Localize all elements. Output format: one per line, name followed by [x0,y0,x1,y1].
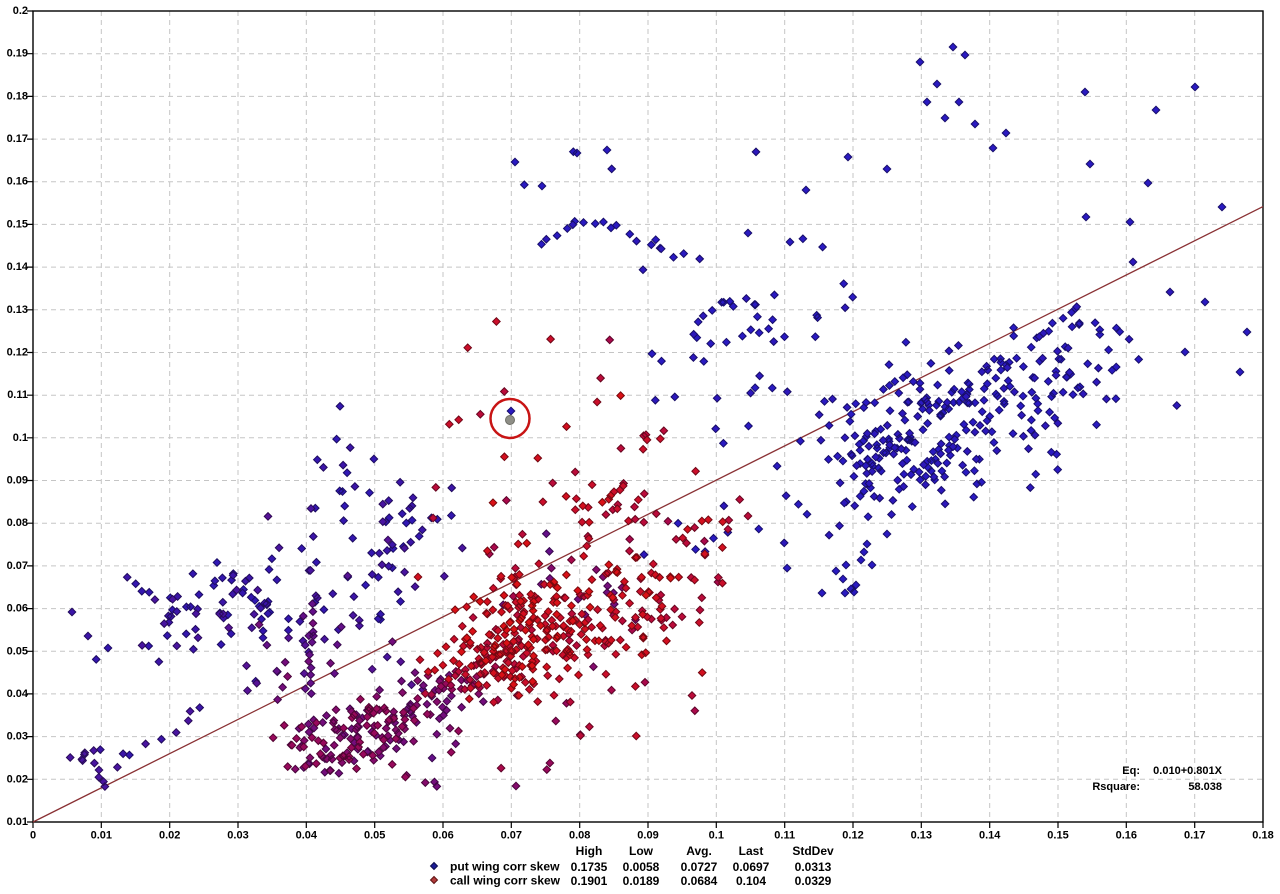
svg-text:0.15: 0.15 [7,218,28,230]
svg-text:0.18: 0.18 [1252,830,1273,842]
svg-text:0.15: 0.15 [1047,830,1068,842]
svg-text:58.038: 58.038 [1188,781,1222,793]
svg-text:0.09: 0.09 [7,475,28,487]
svg-text:0.06: 0.06 [432,830,453,842]
svg-text:0.07: 0.07 [501,830,522,842]
svg-text:0.0684: 0.0684 [681,874,718,888]
svg-text:0.05: 0.05 [364,830,385,842]
svg-text:High: High [576,844,603,858]
svg-text:0.01: 0.01 [7,816,28,828]
svg-text:0.1901: 0.1901 [571,874,608,888]
svg-text:0.02: 0.02 [7,773,28,785]
svg-text:0.14: 0.14 [979,830,1001,842]
svg-text:0.17: 0.17 [7,133,28,145]
svg-text:0.09: 0.09 [637,830,658,842]
svg-text:call wing corr skew: call wing corr skew [450,874,561,888]
svg-text:0.07: 0.07 [7,560,28,572]
svg-text:0.1: 0.1 [709,830,724,842]
svg-text:0.12: 0.12 [842,830,863,842]
svg-text:Low: Low [629,844,654,858]
svg-text:0.03: 0.03 [7,731,28,743]
svg-text:0.11: 0.11 [774,830,795,842]
svg-text:0.08: 0.08 [569,830,590,842]
svg-text:0.1: 0.1 [13,432,28,444]
svg-text:0.16: 0.16 [1116,830,1137,842]
svg-text:0.0313: 0.0313 [795,860,832,874]
svg-text:0.18: 0.18 [7,90,28,102]
svg-text:0.2: 0.2 [13,5,28,17]
svg-text:0.04: 0.04 [7,688,29,700]
svg-text:0.104: 0.104 [736,874,766,888]
svg-text:Rsquare:: Rsquare: [1092,781,1140,793]
svg-text:0.03: 0.03 [227,830,248,842]
svg-text:0: 0 [30,830,36,842]
svg-text:0.16: 0.16 [7,176,28,188]
svg-text:Eq:: Eq: [1122,765,1140,777]
svg-text:put wing corr skew: put wing corr skew [450,860,560,874]
svg-text:0.13: 0.13 [911,830,932,842]
svg-text:StdDev: StdDev [792,844,834,858]
svg-text:0.04: 0.04 [296,830,318,842]
svg-text:0.08: 0.08 [7,517,28,529]
svg-text:Last: Last [739,844,764,858]
svg-text:0.14: 0.14 [7,261,29,273]
svg-text:0.0058: 0.0058 [623,860,660,874]
svg-text:0.0697: 0.0697 [733,860,770,874]
svg-text:0.0189: 0.0189 [623,874,660,888]
svg-text:0.12: 0.12 [7,347,28,359]
svg-text:0.02: 0.02 [159,830,180,842]
svg-text:0.19: 0.19 [7,48,28,60]
svg-text:0.01: 0.01 [91,830,112,842]
svg-text:0.1735: 0.1735 [571,860,608,874]
svg-text:0.13: 0.13 [7,304,28,316]
svg-text:0.11: 0.11 [7,389,28,401]
svg-text:0.05: 0.05 [7,645,28,657]
svg-text:Avg.: Avg. [686,844,712,858]
svg-text:0.06: 0.06 [7,603,28,615]
svg-text:0.17: 0.17 [1184,830,1205,842]
svg-text:0.010+0.801X: 0.010+0.801X [1153,765,1222,777]
svg-text:0.0727: 0.0727 [681,860,718,874]
svg-text:0.0329: 0.0329 [795,874,832,888]
